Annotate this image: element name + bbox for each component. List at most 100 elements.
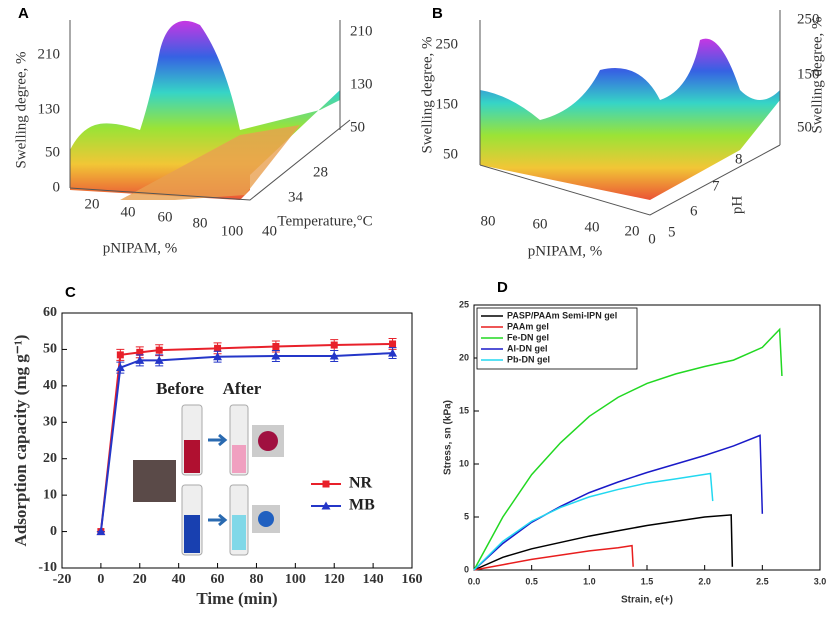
tick-label: 6 <box>690 203 698 219</box>
legend-label: Al-DN gel <box>507 343 548 353</box>
series-line <box>473 544 634 571</box>
x-tick-label: 0 <box>97 572 104 587</box>
tick-label: 40 <box>585 219 600 235</box>
axis-title: pNIPAM, % <box>528 243 602 259</box>
tick-label: 80 <box>193 215 208 231</box>
legend-label: NR <box>349 475 373 492</box>
x-tick-label: 140 <box>363 572 384 587</box>
tick-label: 130 <box>350 76 373 92</box>
tick-label: 20 <box>625 223 640 239</box>
annotation: Before <box>156 379 204 398</box>
x-tick-label: 0.5 <box>525 576 538 586</box>
surface-a <box>69 20 351 201</box>
marker <box>272 343 280 351</box>
x-tick-label: -20 <box>53 572 72 587</box>
x-tick-label: 1.5 <box>641 576 654 586</box>
plot-frame <box>61 312 413 569</box>
tick-label: 50 <box>45 144 60 160</box>
x-tick-label: 2.0 <box>698 576 711 586</box>
tick-label: 80 <box>481 213 496 229</box>
x-tick-label: 1.0 <box>583 576 596 586</box>
y-tick-label: -10 <box>38 560 57 575</box>
y-tick-label: 15 <box>459 405 469 415</box>
axis-title: Swelling degree, % <box>809 16 825 133</box>
tick-label: 150 <box>797 66 820 82</box>
tick-label: 60 <box>158 209 173 225</box>
marker <box>329 351 339 360</box>
tick-label: 150 <box>436 96 459 112</box>
tick-label: 34 <box>288 189 304 205</box>
x-axis-title: Strain, e(+) <box>621 595 673 606</box>
series-line <box>473 434 764 571</box>
y-tick-label: 25 <box>459 299 469 309</box>
y-tick-label: 60 <box>43 305 57 320</box>
marker <box>214 344 222 352</box>
axis-title: pNIPAM, % <box>103 240 177 256</box>
y-tick-label: 10 <box>459 458 469 468</box>
marker <box>271 351 281 360</box>
y-tick-label: 40 <box>43 378 57 393</box>
tick-label: 8 <box>735 151 743 167</box>
tick-label: 100 <box>221 223 244 239</box>
tick-label: 0 <box>648 231 656 247</box>
panel-label: D <box>497 279 508 296</box>
tick-label: 7 <box>712 178 720 194</box>
series-line <box>473 472 714 571</box>
tick-label: 50 <box>443 146 458 162</box>
marker <box>330 341 338 349</box>
legend-label: PAAm gel <box>507 321 549 331</box>
x-tick-label: 40 <box>172 572 186 587</box>
series-line <box>473 327 783 571</box>
x-tick-label: 120 <box>324 572 345 587</box>
y-tick-label: 10 <box>43 487 57 502</box>
inset-photos <box>133 404 284 556</box>
tick-label: 40 <box>121 204 136 220</box>
series-line <box>99 352 393 532</box>
y-tick-label: 0 <box>50 524 57 539</box>
marker <box>389 340 397 348</box>
y-tick-label: 0 <box>464 564 469 574</box>
x-tick-label: 160 <box>402 572 423 587</box>
marker <box>155 346 163 354</box>
panel-label: C <box>65 284 76 301</box>
tick-label: 130 <box>38 101 61 117</box>
tick-label: 50 <box>797 119 812 135</box>
marker <box>213 352 223 361</box>
axis-title: pH <box>729 196 745 215</box>
tick-label: 50 <box>350 119 365 135</box>
y-axis-title: Stress, sn (kPa) <box>443 400 454 475</box>
x-tick-label: 60 <box>211 572 225 587</box>
legend-label: Pb-DN gel <box>507 354 550 364</box>
tick-label: 210 <box>350 23 373 39</box>
tick-label: 250 <box>797 11 820 27</box>
tick-label: 60 <box>533 216 548 232</box>
x-tick-label: 80 <box>249 572 263 587</box>
series-line <box>473 514 734 571</box>
x-tick-label: 100 <box>285 572 306 587</box>
tick-label: 5 <box>668 224 676 240</box>
marker <box>388 348 398 357</box>
marker <box>96 527 106 536</box>
axis-title: Swelling degree, % <box>419 36 435 153</box>
tick-label: 20 <box>85 196 100 212</box>
marker <box>115 363 125 372</box>
tick-label: 28 <box>313 164 328 180</box>
marker <box>136 348 144 356</box>
x-axis-title: Time (min) <box>196 589 277 608</box>
legend-label: MB <box>349 497 375 514</box>
y-tick-label: 30 <box>43 415 57 430</box>
legend-label: Fe-DN gel <box>507 332 549 342</box>
legend-marker <box>321 501 331 510</box>
axis-title: Swelling degree, % <box>13 51 29 168</box>
panel-label: B <box>432 5 443 22</box>
annotation: After <box>223 379 262 398</box>
y-tick-label: 20 <box>459 352 469 362</box>
tick-label: 40 <box>262 223 277 239</box>
marker <box>154 355 164 364</box>
panel-label: A <box>18 5 29 22</box>
legend-label: PASP/PAAm Semi-IPN gel <box>507 310 617 320</box>
marker <box>135 355 145 364</box>
y-axis-title: Adsorption capacity (mg g⁻¹) <box>11 335 30 547</box>
x-tick-label: 0.0 <box>468 576 481 586</box>
